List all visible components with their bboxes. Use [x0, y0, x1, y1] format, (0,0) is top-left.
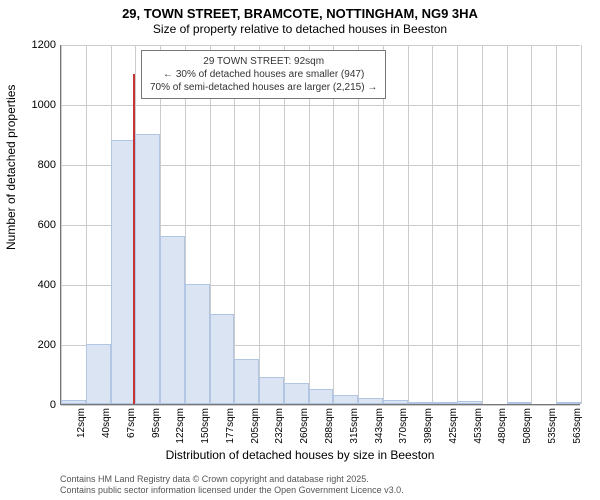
bar	[333, 395, 358, 404]
x-tick-label: 95sqm	[151, 408, 162, 438]
bar	[383, 400, 408, 405]
x-tick-label: 508sqm	[522, 408, 533, 444]
gridline-v	[581, 45, 582, 404]
bar	[408, 402, 433, 404]
x-tick-label: 232sqm	[274, 408, 285, 444]
y-tick-label: 800	[38, 159, 56, 171]
x-tick-label: 343sqm	[374, 408, 385, 444]
gridline-h	[61, 405, 580, 406]
x-tick-label: 453sqm	[473, 408, 484, 444]
x-tick-label: 370sqm	[398, 408, 409, 444]
annotation-box: 29 TOWN STREET: 92sqm← 30% of detached h…	[141, 50, 386, 99]
bar	[259, 377, 284, 404]
x-tick-label: 398sqm	[423, 408, 434, 444]
x-tick-label: 425sqm	[448, 408, 459, 444]
y-tick-label: 1000	[32, 99, 56, 111]
chart-title-main: 29, TOWN STREET, BRAMCOTE, NOTTINGHAM, N…	[0, 6, 600, 21]
x-tick-label: 67sqm	[126, 408, 137, 438]
x-tick-label: 12sqm	[76, 408, 87, 438]
x-tick-label: 177sqm	[225, 408, 236, 444]
bar	[234, 359, 259, 404]
gridline-v	[432, 45, 433, 404]
chart-container: 29, TOWN STREET, BRAMCOTE, NOTTINGHAM, N…	[0, 0, 600, 500]
x-tick-label: 288sqm	[324, 408, 335, 444]
gridline-v	[61, 45, 62, 404]
bar	[135, 134, 160, 404]
bar	[556, 402, 581, 404]
y-tick-label: 200	[38, 339, 56, 351]
bar	[309, 389, 334, 404]
y-tick-label: 600	[38, 219, 56, 231]
bar	[432, 402, 457, 404]
y-axis-label: Number of detached properties	[4, 85, 18, 250]
bar	[358, 398, 383, 404]
bar	[61, 400, 86, 405]
gridline-v	[507, 45, 508, 404]
bar	[86, 344, 111, 404]
gridline-v	[457, 45, 458, 404]
x-tick-label: 315sqm	[349, 408, 360, 444]
y-tick-label: 0	[50, 399, 56, 411]
bar	[111, 140, 136, 404]
annotation-line-3: 70% of semi-detached houses are larger (…	[150, 81, 377, 94]
x-tick-label: 205sqm	[250, 408, 261, 444]
annotation-line-1: 29 TOWN STREET: 92sqm	[150, 55, 377, 68]
x-axis-label: Distribution of detached houses by size …	[0, 448, 600, 462]
bar	[160, 236, 185, 404]
x-tick-label: 480sqm	[497, 408, 508, 444]
credit-line-2: Contains public sector information licen…	[60, 485, 404, 495]
x-tick-label: 150sqm	[200, 408, 211, 444]
bar	[457, 401, 482, 404]
gridline-h	[61, 105, 580, 106]
x-tick-label: 563sqm	[572, 408, 583, 444]
x-tick-label: 122sqm	[175, 408, 186, 444]
gridline-v	[556, 45, 557, 404]
bar	[284, 383, 309, 404]
bar	[210, 314, 235, 404]
y-tick-label: 400	[38, 279, 56, 291]
gridline-h	[61, 45, 580, 46]
bar	[185, 284, 210, 404]
x-tick-label: 535sqm	[547, 408, 558, 444]
bar	[507, 402, 532, 404]
gridline-v	[408, 45, 409, 404]
chart-title-sub: Size of property relative to detached ho…	[0, 22, 600, 36]
annotation-line-2: ← 30% of detached houses are smaller (94…	[150, 68, 377, 81]
credit-line-1: Contains HM Land Registry data © Crown c…	[60, 474, 369, 484]
gridline-v	[531, 45, 532, 404]
y-tick-label: 1200	[32, 39, 56, 51]
x-tick-label: 260sqm	[299, 408, 310, 444]
marker-line	[133, 74, 135, 404]
plot-area: 29 TOWN STREET: 92sqm← 30% of detached h…	[60, 45, 580, 405]
gridline-v	[482, 45, 483, 404]
x-tick-label: 40sqm	[101, 408, 112, 438]
